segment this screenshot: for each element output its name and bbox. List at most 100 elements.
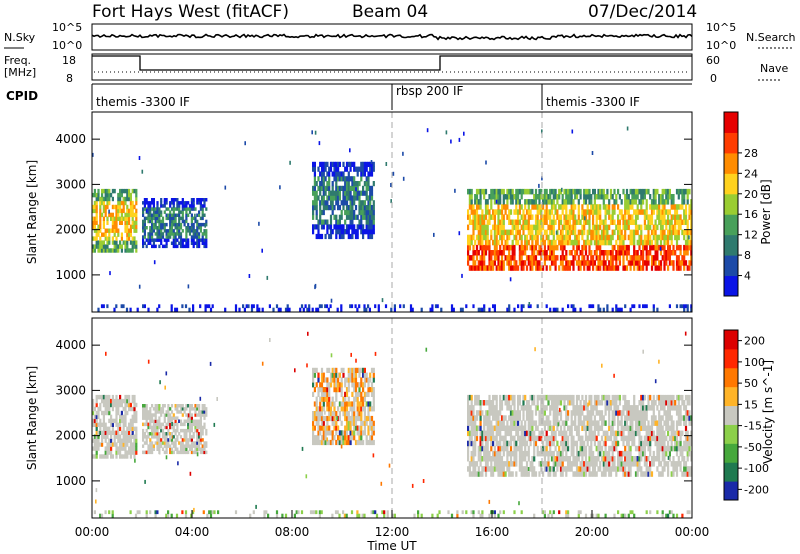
echo-cell bbox=[347, 214, 350, 220]
echo-cell bbox=[204, 307, 207, 312]
echo-cell bbox=[151, 447, 154, 451]
echo-cell bbox=[169, 416, 172, 420]
echo-cell bbox=[342, 176, 345, 182]
echo-cell bbox=[104, 208, 107, 214]
echo-cell bbox=[690, 307, 693, 312]
echo-cell bbox=[545, 430, 548, 437]
echo-cell bbox=[111, 454, 114, 459]
echo-cell bbox=[179, 435, 183, 439]
echo-cell bbox=[549, 450, 552, 457]
echo-cell bbox=[338, 161, 341, 167]
echo-cell bbox=[588, 435, 591, 442]
echo-cell bbox=[474, 415, 477, 421]
echo-cell bbox=[524, 239, 527, 246]
echo-cell bbox=[106, 426, 109, 431]
echo-cell bbox=[143, 410, 146, 414]
echo-cell bbox=[643, 219, 646, 225]
echo-speck bbox=[194, 213, 196, 218]
echo-cell bbox=[151, 428, 154, 433]
echo-cell bbox=[659, 260, 663, 266]
echo-cell bbox=[328, 171, 331, 177]
echo-cell bbox=[340, 367, 343, 373]
echo-cell bbox=[579, 410, 582, 416]
echo-cell bbox=[645, 244, 648, 251]
echo-cell bbox=[477, 224, 480, 231]
echo-cell bbox=[493, 435, 496, 442]
echo-cell bbox=[656, 204, 659, 210]
echo-cell bbox=[120, 188, 123, 194]
colorbar-tick-label: 24 bbox=[744, 167, 758, 180]
echo-cell bbox=[344, 166, 347, 172]
station-title: Fort Hays West (fitACF) bbox=[92, 2, 289, 22]
echo-cell bbox=[143, 235, 146, 239]
echo-cell bbox=[509, 415, 513, 421]
echo-cell bbox=[631, 410, 634, 416]
echo-cell bbox=[554, 405, 557, 411]
echo-cell bbox=[583, 405, 586, 411]
echo-cell bbox=[169, 210, 172, 214]
echo-cell bbox=[531, 394, 534, 401]
echo-cell bbox=[565, 209, 568, 215]
echo-cell bbox=[104, 196, 107, 202]
echo-cell bbox=[475, 461, 479, 467]
echo-cell bbox=[147, 450, 150, 455]
echo-cell bbox=[550, 204, 554, 210]
echo-cell bbox=[95, 220, 98, 225]
echo-cell bbox=[508, 260, 511, 266]
echo-cell bbox=[181, 204, 184, 208]
echo-cell bbox=[615, 435, 618, 442]
echo-cell bbox=[617, 224, 620, 231]
echo-cell bbox=[133, 414, 136, 420]
echo-cell bbox=[154, 419, 157, 423]
echo-cell bbox=[342, 171, 345, 177]
echo-cell bbox=[363, 430, 366, 436]
echo-cell bbox=[556, 199, 559, 205]
echo-cell bbox=[474, 461, 477, 467]
echo-cell bbox=[477, 410, 480, 416]
echo-cell bbox=[670, 204, 673, 210]
echo-cell bbox=[188, 229, 192, 233]
echo-cell bbox=[351, 229, 354, 235]
echo-cell bbox=[586, 425, 589, 431]
echo-cell bbox=[117, 450, 120, 455]
echo-cell bbox=[113, 442, 116, 447]
echo-cell bbox=[488, 250, 491, 256]
echo-cell bbox=[650, 204, 654, 210]
echo-cell bbox=[178, 207, 181, 211]
echo-cell bbox=[363, 214, 366, 220]
echo-cell bbox=[467, 239, 470, 246]
echo-cell bbox=[122, 200, 125, 206]
echo-cell bbox=[467, 244, 470, 251]
echo-cell bbox=[629, 204, 632, 210]
echo-cell bbox=[506, 204, 509, 210]
echo-cell bbox=[472, 229, 475, 236]
echo-cell bbox=[524, 234, 527, 241]
echo-cell bbox=[506, 400, 509, 406]
echo-cell bbox=[618, 255, 621, 261]
echo-cell bbox=[572, 307, 575, 312]
echo-cell bbox=[497, 410, 500, 416]
echo-cell bbox=[349, 214, 352, 220]
echo-cell bbox=[661, 234, 664, 241]
echo-cell bbox=[547, 209, 550, 215]
echo-cell bbox=[324, 304, 327, 309]
echo-cell bbox=[351, 382, 354, 388]
echo-cell bbox=[488, 260, 491, 266]
echo-cell bbox=[609, 214, 613, 220]
echo-cell bbox=[152, 244, 155, 249]
echo-cell bbox=[161, 432, 165, 436]
echo-cell bbox=[597, 229, 600, 236]
echo-cell bbox=[572, 214, 575, 220]
echo-cell bbox=[620, 456, 623, 462]
echo-cell bbox=[495, 410, 498, 416]
echo-cell bbox=[135, 426, 138, 431]
echo-cell bbox=[656, 224, 659, 231]
echo-cell bbox=[320, 176, 324, 182]
echo-cell bbox=[552, 466, 555, 472]
echo-cell bbox=[172, 422, 175, 427]
echo-cell bbox=[468, 430, 471, 437]
echo-cell bbox=[590, 260, 593, 266]
echo-cell bbox=[304, 304, 307, 309]
echo-cell bbox=[319, 205, 322, 211]
echo-cell bbox=[636, 415, 639, 421]
